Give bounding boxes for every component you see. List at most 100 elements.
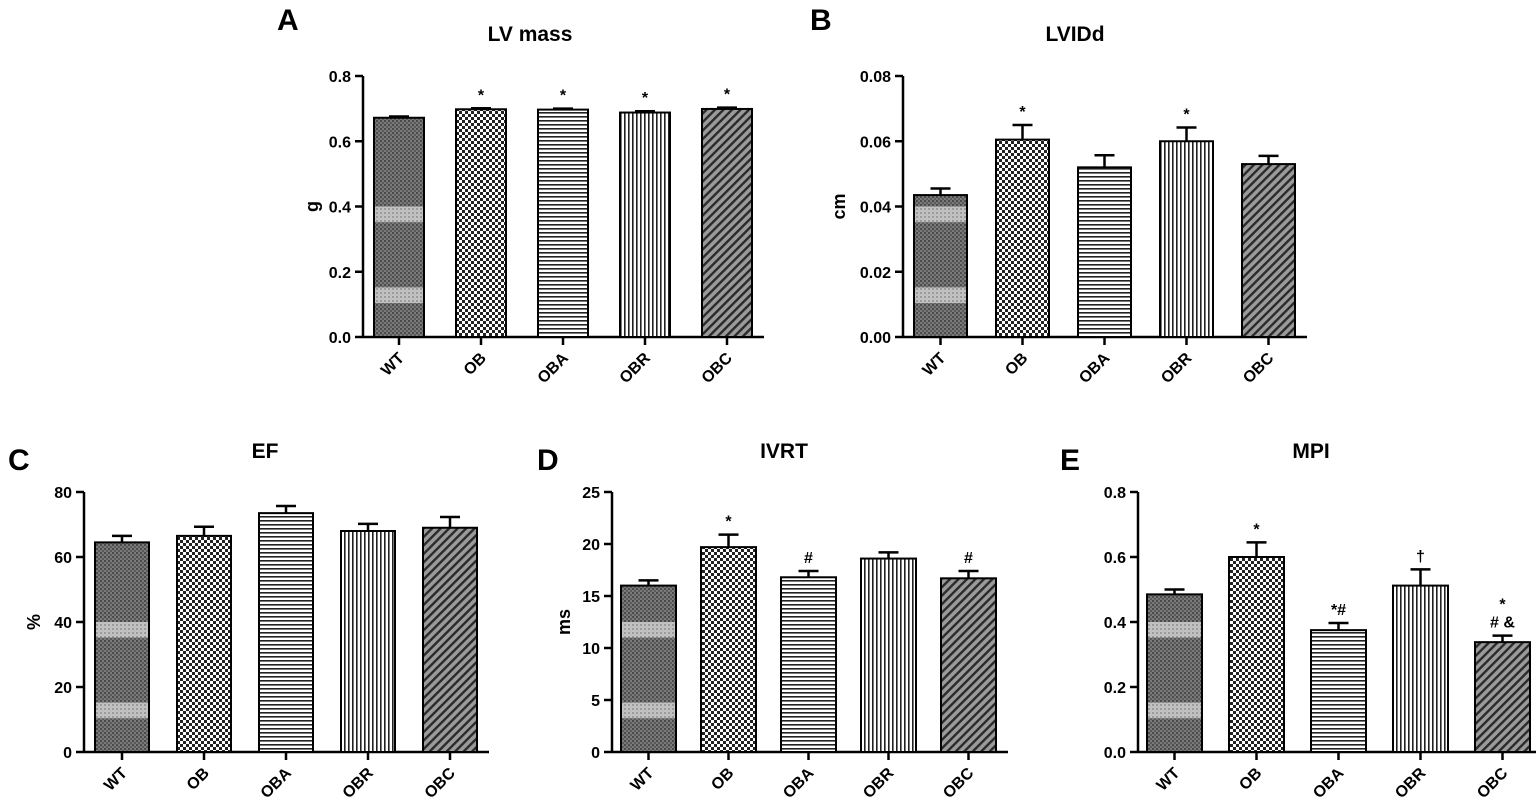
- x-tick-label: OBR: [340, 764, 377, 801]
- x-tick-label: OBA: [780, 764, 817, 801]
- chart-panel-a: LV mass g 0.0 0.2 0.4 0.6 0.8 WT * OB * OBA * OBR * OBC: [302, 23, 764, 387]
- significance-marker: *: [724, 87, 731, 104]
- y-axis-label: cm: [829, 193, 849, 219]
- x-tick-label: OB: [184, 765, 213, 794]
- x-tick-label: OBC: [422, 764, 459, 801]
- bar-oba: [780, 576, 837, 754]
- bar-oba: [1310, 629, 1367, 753]
- bar-ob: [995, 138, 1050, 338]
- bar-ob: [176, 534, 232, 753]
- y-tick-label: 0.08: [860, 69, 891, 86]
- bar-oba: [258, 512, 314, 753]
- y-tick-label: 60: [54, 550, 72, 567]
- y-tick-label: 0.0: [1104, 745, 1126, 762]
- panel-letter-a: A: [277, 4, 299, 37]
- x-tick-label: OBR: [1392, 764, 1429, 801]
- x-tick-label: WT: [1154, 765, 1184, 795]
- x-tick-label: OBA: [1310, 764, 1347, 801]
- x-tick-label: OBA: [1076, 349, 1113, 386]
- panel-letter-b: B: [810, 4, 832, 37]
- bar-obc: [701, 107, 753, 338]
- y-axis-label: %: [24, 614, 44, 630]
- x-tick-label: OB: [708, 765, 737, 794]
- y-tick-label: 0.2: [1104, 680, 1126, 697]
- x-tick-label: OBA: [258, 764, 295, 801]
- y-tick-label: 0.8: [329, 69, 351, 86]
- bar-texture-band: [1148, 622, 1201, 638]
- bar-obr: [1392, 584, 1449, 753]
- y-axis-label: g: [302, 201, 322, 212]
- significance-marker: *: [560, 88, 567, 105]
- bar-texture-band: [622, 622, 675, 638]
- y-axis-label: ms: [554, 609, 574, 635]
- x-tick-label: OBC: [940, 764, 977, 801]
- significance-marker: *#: [1331, 602, 1346, 619]
- y-tick-label: 0.02: [860, 265, 891, 282]
- x-tick-label: OBR: [617, 349, 654, 386]
- x-tick-label: OBC: [1474, 764, 1511, 801]
- x-tick-label: OBA: [535, 349, 572, 386]
- x-tick-label: WT: [628, 765, 658, 795]
- bar-obc: [422, 526, 478, 753]
- y-tick-label: 15: [582, 589, 600, 606]
- bar-ob: [1228, 556, 1285, 753]
- significance-marker: *: [478, 87, 485, 104]
- y-tick-label: 0.6: [1104, 550, 1126, 567]
- chart-title: EF: [252, 440, 279, 463]
- y-tick-label: 40: [54, 615, 72, 632]
- bar-texture-band: [622, 702, 675, 719]
- chart-title: LVIDd: [1045, 23, 1104, 46]
- y-tick-label: 20: [582, 537, 600, 554]
- x-tick-label: OB: [1236, 765, 1265, 794]
- chart-title: MPI: [1292, 440, 1329, 463]
- bar-obc: [1241, 163, 1296, 338]
- panel-letter-e: E: [1060, 444, 1080, 477]
- y-tick-label: 5: [591, 693, 600, 710]
- bar-obr: [340, 530, 396, 753]
- bar-texture-band: [96, 622, 148, 638]
- bar-wt: [94, 541, 150, 753]
- bar-oba: [1077, 166, 1132, 338]
- bar-obc: [940, 577, 997, 753]
- y-tick-label: 0.8: [1104, 485, 1126, 502]
- bar-obr: [860, 557, 917, 753]
- chart-panel-c: EF% 0 20 40 60 80 WT OB OBA OBR OBC: [24, 440, 489, 802]
- x-tick-label: OBR: [860, 764, 897, 801]
- bar-texture-band: [375, 206, 423, 223]
- bar-texture-band: [96, 702, 148, 719]
- x-tick-label: OB: [461, 350, 490, 379]
- significance-marker: # &: [1490, 615, 1515, 632]
- chart-title: LV mass: [488, 23, 573, 46]
- y-tick-label: 0.2: [329, 265, 351, 282]
- bar-ob: [700, 546, 757, 753]
- bar-ob: [455, 108, 507, 338]
- y-tick-label: 0.00: [860, 330, 891, 347]
- bar-wt: [373, 116, 425, 339]
- bar-texture-band: [915, 206, 966, 223]
- y-tick-label: 25: [582, 485, 600, 502]
- bar-wt: [1146, 593, 1203, 753]
- chart-panel-d: IVRT ms 0 5 10 15 20 25 WT * OB # OBA OBR # OBC: [554, 440, 1008, 802]
- x-tick-label: OBR: [1158, 349, 1195, 386]
- y-tick-label: 0.04: [860, 200, 891, 217]
- y-tick-label: 0.6: [329, 134, 351, 151]
- significance-marker-upper: *: [1499, 597, 1506, 614]
- x-tick-label: OB: [1002, 350, 1031, 379]
- x-tick-label: OBC: [1240, 349, 1277, 386]
- y-tick-label: 0: [591, 745, 600, 762]
- bar-texture-band: [915, 287, 966, 304]
- y-tick-label: 0.4: [1104, 615, 1126, 632]
- chart-title: IVRT: [760, 440, 808, 463]
- chart-layer: LV mass g 0.0 0.2 0.4 0.6 0.8 WT * OB * OBA * OBR * OBC…: [24, 23, 1536, 802]
- x-tick-label: WT: [101, 765, 131, 795]
- significance-marker: *: [1019, 104, 1026, 121]
- bar-texture-band: [375, 287, 423, 304]
- chart-panel-b: LVIDd cm 0.00 0.02 0.04 0.06 0.08 WT * OB OBA * OBR O…: [829, 23, 1307, 387]
- bar-oba: [537, 108, 589, 339]
- panel-letter-d: D: [537, 444, 559, 477]
- significance-marker: *: [725, 514, 732, 531]
- bar-obr: [1159, 140, 1214, 338]
- significance-marker: #: [964, 550, 973, 567]
